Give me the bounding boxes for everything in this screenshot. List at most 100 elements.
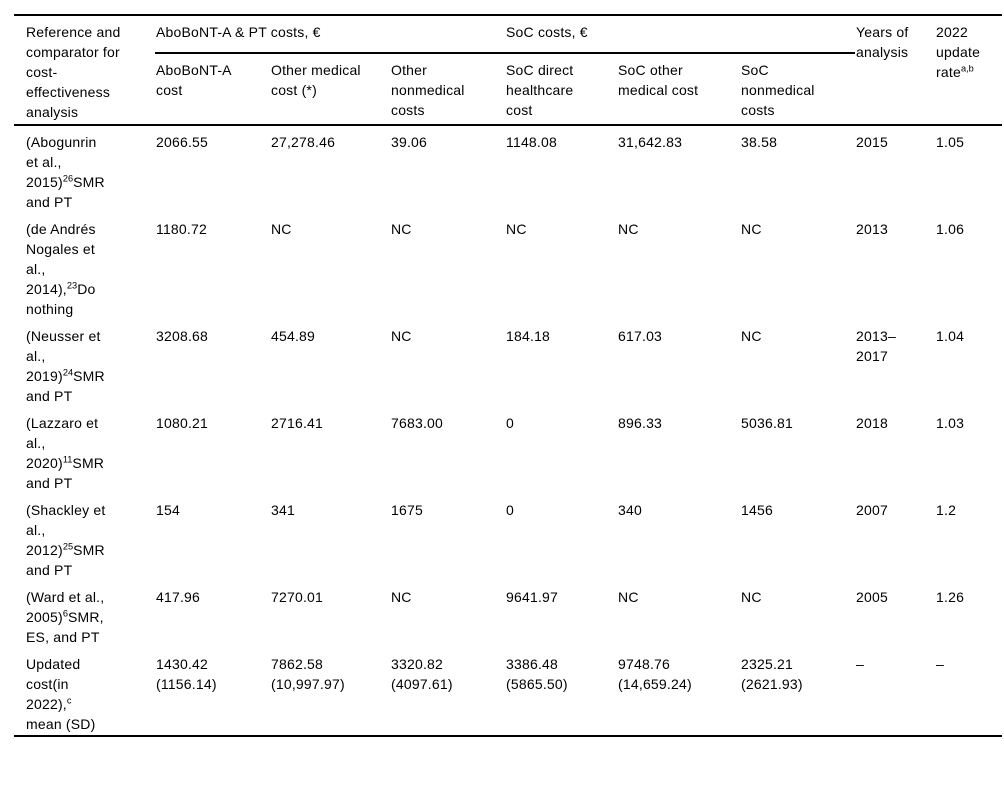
cell-other-medical-cost: 27,278.46 <box>271 134 336 150</box>
reference-text: (Ward et al., 2005) <box>26 589 105 625</box>
cell-other-medical-cost: 454.89 <box>271 328 316 344</box>
cost-effectiveness-table: Reference and comparator for cost- effec… <box>14 14 1003 737</box>
table-body: (Abogunrin et al., 2015)26SMR and PT 206… <box>14 125 1002 736</box>
col-header-other-nonmedical-costs: Other nonmedical costs <box>391 61 465 118</box>
table-row: (Ward et al., 2005)6SMR, ES, and PT 417.… <box>14 581 1002 648</box>
comparator-text: SMR and PT <box>26 174 105 210</box>
cell-reference: (Lazzaro et al., 2020)11SMR and PT <box>14 407 155 494</box>
table-row: (Abogunrin et al., 2015)26SMR and PT 206… <box>14 125 1002 213</box>
cell-reference: (de Andrés Nogales et al., 2014),23Do no… <box>14 213 155 320</box>
comparator-text: Do nothing <box>26 281 96 317</box>
cell-soc-nonmedical-costs: 38.58 <box>741 134 778 150</box>
cell-other-nonmedical-costs: 1675 <box>391 502 423 518</box>
group-header-abobont-pt-costs: AboBoNT-A & PT costs, € <box>155 15 506 54</box>
reference-text: (de Andrés Nogales et al., 2014), <box>26 221 96 297</box>
cell-years-of-analysis: 2005 <box>856 589 888 605</box>
cell-soc-direct-healthcare-cost: 184.18 <box>506 328 551 344</box>
cell-abobont-cost: 154 <box>156 502 180 518</box>
reference-text: (Neusser et al., 2019) <box>26 328 101 384</box>
cell-soc-other-medical-cost: 617.03 <box>618 328 663 344</box>
cell-soc-other-medical-cost: 340 <box>618 502 642 518</box>
cell-update-rate: 1.05 <box>936 134 965 150</box>
cell-reference: (Abogunrin et al., 2015)26SMR and PT <box>14 125 155 213</box>
cell-years-of-analysis: 2007 <box>856 502 888 518</box>
cell-other-nonmedical-costs: NC <box>391 328 412 344</box>
comparator-text: mean (SD) <box>26 716 96 732</box>
cell-abobont-cost: 1430.42 (1156.14) <box>156 656 217 692</box>
cell-update-rate: 1.03 <box>936 415 965 431</box>
citation-superscript: 23 <box>66 280 78 291</box>
cell-soc-nonmedical-costs: NC <box>741 328 762 344</box>
reference-text: Updated cost(in 2022), <box>26 656 81 712</box>
cell-other-nonmedical-costs: 39.06 <box>391 134 428 150</box>
cell-soc-nonmedical-costs: 1456 <box>741 502 773 518</box>
table-row: Updated cost(in 2022),c mean (SD) 1430.4… <box>14 648 1002 736</box>
cell-reference: (Shackley et al., 2012)25SMR and PT <box>14 494 155 581</box>
comparator-text: SMR and PT <box>26 455 105 491</box>
table-header: Reference and comparator for cost- effec… <box>14 15 1003 125</box>
cell-abobont-cost: 3208.68 <box>156 328 209 344</box>
cell-soc-nonmedical-costs: 5036.81 <box>741 415 794 431</box>
cell-soc-direct-healthcare-cost: 9641.97 <box>506 589 559 605</box>
cell-update-rate: 1.06 <box>936 221 965 237</box>
table-row: (Neusser et al., 2019)24SMR and PT 3208.… <box>14 320 1002 407</box>
cell-other-medical-cost: 7270.01 <box>271 589 324 605</box>
cell-years-of-analysis: 2015 <box>856 134 888 150</box>
group-header-soc-costs: SoC costs, € <box>505 15 856 54</box>
cell-other-nonmedical-costs: 7683.00 <box>391 415 444 431</box>
cell-abobont-cost: 2066.55 <box>156 134 209 150</box>
citation-superscript: 11 <box>62 454 73 465</box>
cell-other-nonmedical-costs: 3320.82 (4097.61) <box>391 656 453 692</box>
cell-soc-other-medical-cost: 31,642.83 <box>618 134 683 150</box>
cell-update-rate: 1.04 <box>936 328 965 344</box>
cell-reference: Updated cost(in 2022),c mean (SD) <box>14 648 155 736</box>
update-rate-label: 2022 update rate <box>936 24 981 80</box>
col-header-soc-direct-healthcare-cost: SoC direct healthcare cost <box>506 61 574 118</box>
cell-years-of-analysis: 2013 <box>856 221 888 237</box>
reference-text: (Lazzaro et al., 2020) <box>26 415 99 471</box>
cell-other-nonmedical-costs: NC <box>391 589 412 605</box>
citation-superscript: 26 <box>62 173 74 184</box>
table-row: (Lazzaro et al., 2020)11SMR and PT 1080.… <box>14 407 1002 494</box>
col-header-other-medical-cost: Other medical cost (*) <box>271 61 361 98</box>
cell-soc-direct-healthcare-cost: NC <box>506 221 527 237</box>
reference-column-header: Reference and comparator for cost- effec… <box>26 24 121 120</box>
cell-soc-direct-healthcare-cost: 0 <box>506 502 515 518</box>
cell-other-nonmedical-costs: NC <box>391 221 412 237</box>
cell-abobont-cost: 417.96 <box>156 589 201 605</box>
cell-abobont-cost: 1080.21 <box>156 415 209 431</box>
cell-soc-other-medical-cost: NC <box>618 221 639 237</box>
col-header-abobont-cost: AboBoNT-A cost <box>156 61 232 98</box>
cell-soc-other-medical-cost: 9748.76 (14,659.24) <box>618 656 692 692</box>
cell-update-rate: – <box>936 656 945 672</box>
table-row: (Shackley et al., 2012)25SMR and PT 154 … <box>14 494 1002 581</box>
group-header-row: Reference and comparator for cost- effec… <box>14 15 1002 120</box>
cell-other-medical-cost: 341 <box>271 502 295 518</box>
citation-superscript: 24 <box>62 367 74 378</box>
years-column-header: Years of analysis <box>856 24 909 60</box>
cell-other-medical-cost: NC <box>271 221 292 237</box>
cell-reference: (Neusser et al., 2019)24SMR and PT <box>14 320 155 407</box>
cell-years-of-analysis: 2013– 2017 <box>856 328 896 364</box>
reference-text: (Shackley et al., 2012) <box>26 502 106 558</box>
update-rate-column-header: 2022 update ratea,b <box>935 15 1002 125</box>
cell-update-rate: 1.26 <box>936 589 965 605</box>
col-header-soc-other-medical-cost: SoC other medical cost <box>618 61 699 98</box>
comparator-text: SMR and PT <box>26 542 105 578</box>
cell-years-of-analysis: – <box>856 656 865 672</box>
cell-other-medical-cost: 2716.41 <box>271 415 324 431</box>
cell-reference: (Ward et al., 2005)6SMR, ES, and PT <box>14 581 155 648</box>
citation-superscript: c <box>66 695 72 706</box>
cell-soc-nonmedical-costs: NC <box>741 589 762 605</box>
comparator-text: SMR, ES, and PT <box>26 609 104 645</box>
cell-soc-other-medical-cost: NC <box>618 589 639 605</box>
cell-soc-other-medical-cost: 896.33 <box>618 415 663 431</box>
col-header-soc-nonmedical-costs: SoC nonmedical costs <box>741 61 815 118</box>
comparator-text: SMR and PT <box>26 368 105 404</box>
citation-superscript: 6 <box>62 608 68 619</box>
cell-abobont-cost: 1180.72 <box>156 221 207 237</box>
reference-text: (Abogunrin et al., 2015) <box>26 134 97 190</box>
cell-other-medical-cost: 7862.58 (10,997.97) <box>271 656 345 692</box>
cell-soc-nonmedical-costs: 2325.21 (2621.93) <box>741 656 803 692</box>
